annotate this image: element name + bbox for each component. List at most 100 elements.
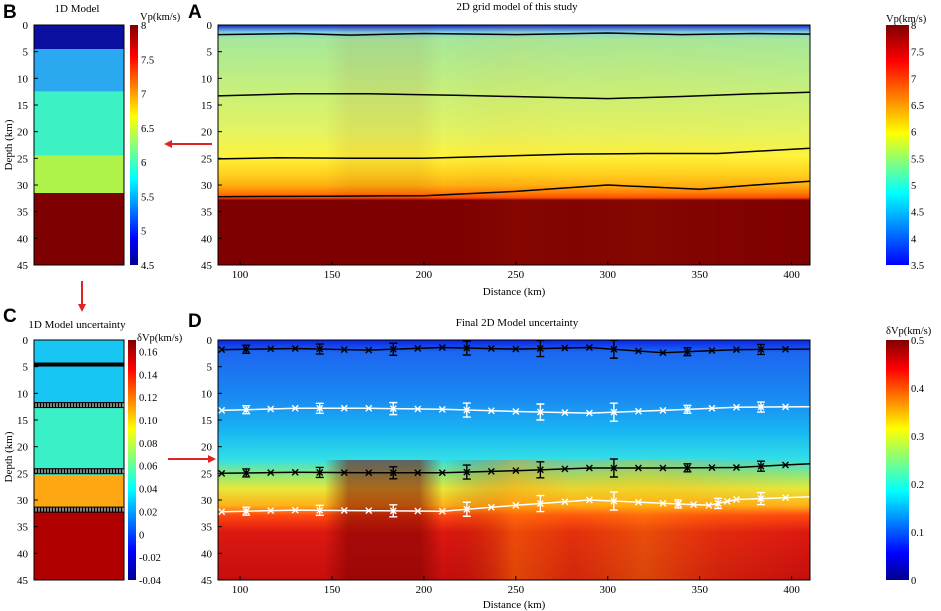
- pick-marker: [267, 405, 275, 413]
- panel-d-colorbar: [886, 340, 909, 580]
- colorbar-tick-label: 0.4: [911, 384, 925, 395]
- interface-bar: [34, 402, 124, 409]
- error-bar: [756, 491, 765, 506]
- colorbar-tick-label: 8: [911, 21, 916, 32]
- panel-d-ytick-label: 5: [207, 362, 213, 374]
- colorbar-tick-label: 5.5: [911, 154, 924, 165]
- pick-marker: [438, 507, 446, 515]
- panel-a-xtick-label: 100: [232, 269, 249, 281]
- panel-d-xtick-label: 200: [416, 584, 433, 596]
- colorbar-tick-label: 0: [911, 576, 916, 587]
- error-bar: [609, 402, 618, 422]
- panel-a-lateral-variation: [218, 25, 810, 265]
- pick-marker: [781, 345, 789, 353]
- error-bar: [389, 401, 398, 416]
- interface-line: [217, 91, 811, 100]
- colorbar-tick-label: -0.04: [139, 576, 162, 587]
- pick-marker: [291, 468, 299, 476]
- panel-c-title: 1D Model uncertainty: [28, 319, 126, 331]
- colorbar-tick-label: 6: [141, 158, 146, 169]
- panel-b-ytick-label: 40: [17, 233, 29, 245]
- panel-c-ytick-label: 35: [17, 522, 29, 534]
- pick-marker: [340, 346, 348, 354]
- pick-marker: [708, 404, 716, 412]
- layer-block: [34, 155, 124, 193]
- error-bar: [462, 501, 471, 517]
- panel-d-ytick-label: 40: [201, 548, 213, 560]
- panel-c-ytick-label: 40: [17, 548, 29, 560]
- colorbar-tick-label: 4.5: [141, 261, 154, 272]
- error-bar: [536, 461, 545, 479]
- pick-marker: [732, 463, 740, 471]
- colorbar-tick-label: 0.08: [139, 439, 157, 450]
- panel-a-ytick-label: 5: [207, 47, 213, 59]
- pick-marker: [781, 403, 789, 411]
- pick-marker: [512, 407, 520, 415]
- panel-a-xtick-label: 250: [508, 269, 525, 281]
- panel-d-ytick-label: 30: [201, 495, 213, 507]
- pick-marker: [781, 494, 789, 502]
- panel-b-ytick-label: 45: [17, 260, 29, 272]
- colorbar-tick-label: 0.3: [911, 432, 924, 443]
- pick-marker: [781, 461, 789, 469]
- colorbar-tick-label: 3.5: [911, 261, 924, 272]
- pick-marker: [365, 346, 373, 354]
- error-bar: [315, 504, 324, 517]
- panel-a-ytick-label: 10: [201, 73, 213, 85]
- error-bar: [242, 344, 251, 354]
- panel-c-ytick-label: 10: [17, 388, 29, 400]
- panel-a-ytick-label: 30: [201, 180, 213, 192]
- panel-a-ytick-label: 0: [207, 20, 213, 32]
- panel-b-colorbar: [130, 25, 138, 265]
- colorbar-tick-label: 0.14: [139, 370, 158, 381]
- panel-d-xtick-label: 300: [600, 584, 617, 596]
- panel-a-colorbar-label: Vp(km/s): [886, 14, 927, 25]
- panel-b-ylabel: Depth (km): [3, 119, 15, 170]
- panel-b-colorbar-ticks: 8 7.5 7 6.5 6 5.5 5 4.5: [141, 21, 154, 272]
- pick-marker: [561, 465, 569, 473]
- panel-b-1d-model: 0 5 10 15 20 25 30 35 40 45: [17, 20, 125, 272]
- panel-d-lateral-variation: [218, 460, 810, 580]
- error-bar: [756, 343, 765, 356]
- panel-letter-b: B: [3, 2, 17, 23]
- colorbar-tick-label: 6: [911, 128, 916, 139]
- panel-d-frame: [217, 339, 811, 581]
- panel-a-xtick-label: 400: [783, 269, 800, 281]
- pick-marker: [659, 464, 667, 472]
- pick-marker: [414, 469, 422, 477]
- pick-marker: [340, 404, 348, 412]
- colorbar-tick-label: 7: [911, 74, 916, 85]
- interface-line: [217, 32, 811, 36]
- panel-c-colorbar-label: δVp(km/s): [137, 333, 183, 344]
- panel-b-title: 1D Model: [55, 3, 100, 15]
- panel-a-xtick-label: 300: [600, 269, 617, 281]
- pick-marker: [690, 501, 698, 509]
- error-bar: [462, 402, 471, 418]
- panel-c-ytick-label: 5: [23, 362, 29, 374]
- panel-b-ytick-label: 10: [17, 73, 29, 85]
- error-bar: [714, 497, 723, 510]
- panel-d-ytick-label: 35: [201, 522, 213, 534]
- panel-c-ytick-label: 20: [17, 442, 29, 454]
- pick-marker: [732, 495, 740, 503]
- pick-marker: [634, 347, 642, 355]
- layer-block: [34, 91, 124, 156]
- uncertainty-layer-block: [34, 340, 124, 407]
- pick-marker: [512, 501, 520, 509]
- panel-b-ytick-label: 35: [17, 207, 29, 219]
- panel-d-title: Final 2D Model uncertainty: [456, 317, 579, 329]
- colorbar-tick-label: 0.1: [911, 528, 924, 539]
- panel-a-xtick-label: 350: [691, 269, 708, 281]
- panel-a-ytick-label: 15: [201, 100, 213, 112]
- layer-block: [34, 193, 124, 265]
- pick-marker: [512, 345, 520, 353]
- panel-d-xtick-label: 250: [508, 584, 525, 596]
- pick-marker: [487, 503, 495, 511]
- colorbar-tick-label: 5: [911, 181, 916, 192]
- pick-marker: [487, 407, 495, 415]
- panel-a-ytick-label: 20: [201, 127, 213, 139]
- panel-c-ytick-label: 0: [23, 335, 29, 347]
- pick-marker: [512, 467, 520, 475]
- panel-d-colorbar-label: δVp(km/s): [886, 326, 932, 337]
- layer-block: [34, 25, 124, 49]
